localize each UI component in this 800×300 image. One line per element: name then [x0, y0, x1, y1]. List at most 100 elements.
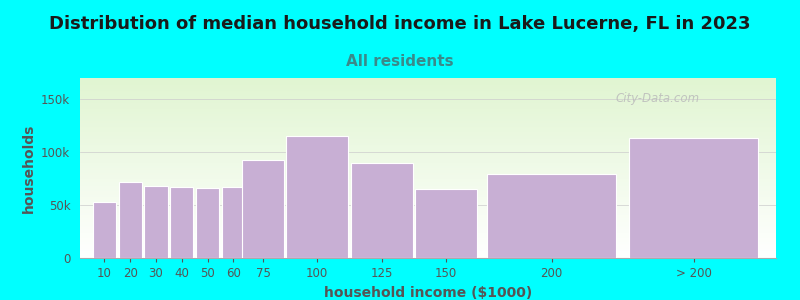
Bar	[80, 242, 776, 244]
Bar	[80, 157, 776, 159]
Bar	[170, 187, 194, 258]
Bar	[80, 184, 776, 186]
Bar	[80, 173, 776, 175]
Bar	[80, 89, 776, 91]
Bar	[80, 121, 776, 123]
Bar	[80, 87, 776, 89]
Bar	[80, 218, 776, 220]
Bar	[80, 163, 776, 164]
Bar	[80, 155, 776, 157]
Bar	[118, 182, 142, 258]
Bar	[80, 123, 776, 125]
Bar	[80, 127, 776, 128]
Bar	[80, 235, 776, 236]
Bar	[80, 148, 776, 150]
Bar	[80, 209, 776, 211]
Bar	[80, 253, 776, 254]
Bar	[415, 189, 477, 258]
Bar	[242, 160, 284, 258]
Bar	[286, 136, 348, 258]
Bar	[80, 256, 776, 258]
Bar	[80, 195, 776, 197]
Bar	[80, 227, 776, 229]
Bar	[80, 109, 776, 110]
Bar	[80, 125, 776, 127]
Bar	[80, 229, 776, 231]
Bar	[80, 105, 776, 107]
Bar	[80, 236, 776, 238]
Bar	[80, 80, 776, 82]
Bar	[80, 132, 776, 134]
Bar	[80, 182, 776, 184]
Bar	[80, 114, 776, 116]
Bar	[80, 168, 776, 170]
Bar	[80, 172, 776, 173]
Bar	[80, 204, 776, 206]
Bar	[80, 186, 776, 188]
Bar	[80, 107, 776, 109]
Bar	[80, 254, 776, 256]
Bar	[80, 83, 776, 85]
Bar	[80, 152, 776, 154]
Bar	[80, 112, 776, 114]
Bar	[80, 154, 776, 155]
Bar	[80, 110, 776, 112]
Bar	[80, 224, 776, 226]
Bar	[80, 98, 776, 100]
Bar	[80, 240, 776, 242]
Bar	[196, 188, 219, 258]
Bar	[80, 217, 776, 218]
Bar	[80, 190, 776, 191]
Bar	[80, 211, 776, 213]
Bar	[80, 170, 776, 172]
Bar	[80, 150, 776, 152]
Bar	[80, 128, 776, 130]
Bar	[80, 119, 776, 121]
Bar	[80, 188, 776, 190]
Bar	[80, 215, 776, 217]
Bar	[145, 186, 168, 258]
Bar	[80, 139, 776, 141]
Bar	[80, 191, 776, 193]
Bar	[80, 179, 776, 181]
Bar	[80, 118, 776, 119]
Bar	[80, 166, 776, 168]
Y-axis label: households: households	[22, 123, 35, 213]
Bar	[80, 200, 776, 202]
Text: All residents: All residents	[346, 54, 454, 69]
Bar	[80, 94, 776, 96]
Bar	[80, 145, 776, 146]
Bar	[80, 91, 776, 92]
Bar	[80, 130, 776, 132]
Bar	[80, 146, 776, 148]
Bar	[80, 244, 776, 245]
Bar	[80, 208, 776, 209]
Bar	[487, 174, 616, 258]
Bar	[80, 134, 776, 136]
Bar	[80, 100, 776, 101]
Bar	[80, 137, 776, 139]
Bar	[80, 82, 776, 83]
Bar	[80, 249, 776, 251]
Bar	[80, 136, 776, 137]
X-axis label: household income ($1000): household income ($1000)	[324, 286, 532, 300]
Bar	[80, 220, 776, 222]
Bar	[350, 163, 413, 258]
Bar	[80, 85, 776, 87]
Bar	[80, 231, 776, 233]
Bar	[629, 138, 758, 258]
Bar	[80, 159, 776, 161]
Bar	[80, 226, 776, 227]
Bar	[93, 202, 116, 258]
Bar	[80, 78, 776, 80]
Bar	[80, 222, 776, 224]
Bar	[80, 251, 776, 253]
Bar	[80, 103, 776, 105]
Bar	[80, 199, 776, 200]
Bar	[80, 164, 776, 166]
Bar	[80, 238, 776, 240]
Bar	[80, 161, 776, 163]
Bar	[222, 187, 245, 258]
Bar	[80, 92, 776, 94]
Bar	[80, 181, 776, 182]
